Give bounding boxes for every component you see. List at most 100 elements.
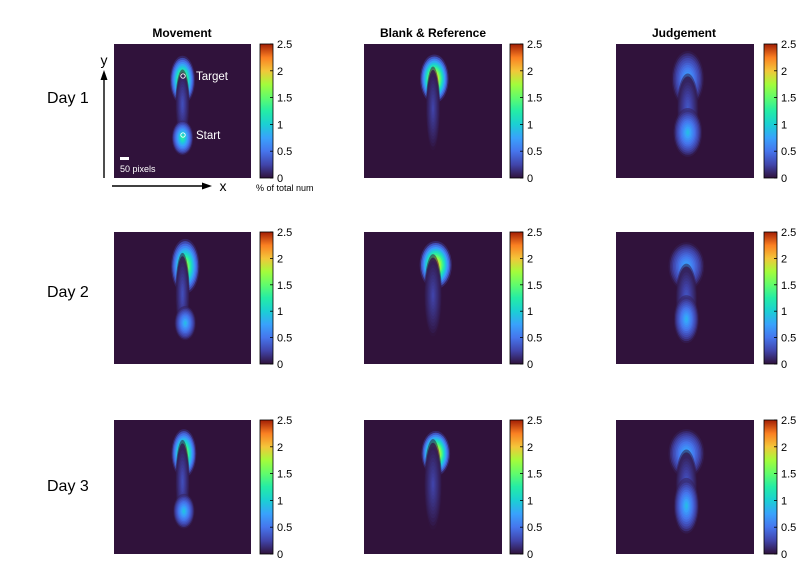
colorbar-tick-label: 0.5 [527, 522, 542, 534]
colorbar-tick-label: 0.5 [781, 146, 796, 158]
start-annotation: Start [196, 130, 221, 142]
colorbar-tick-label: 2 [781, 442, 787, 454]
density-level [686, 130, 689, 135]
colorbar-day-3-movement: 2.5 2 1.5 1 0.5 0 [259, 415, 292, 561]
colorbar-scale [763, 231, 778, 365]
colorbar-day-1-judgement: 2.5 2 1.5 1 0.5 0 [763, 39, 796, 185]
colorbar-tick-label: 1.5 [781, 280, 796, 292]
density-blob [171, 120, 194, 156]
colorbar-tick-label: 1.5 [277, 280, 292, 292]
scale-bar-label: 50 pixels [120, 164, 156, 174]
axis-arrows [100, 70, 212, 190]
colorbar-tick-label: 2.5 [781, 415, 796, 427]
density-blob [424, 254, 442, 337]
heatmap-panel-day-2-movement [114, 232, 251, 364]
heatmap-panel-day-3-blank-reference [364, 420, 502, 554]
colorbar-tick-label: 2 [781, 253, 787, 265]
colorbar-scale [509, 43, 524, 179]
density-blob [425, 66, 441, 151]
colorbar-scale [509, 419, 524, 555]
x-axis-label: x [220, 178, 227, 194]
colorbar-tick-label: 2.5 [781, 39, 796, 51]
colorbar-tick-label: 0.5 [527, 333, 542, 345]
colorbar-tick-label: 0 [527, 173, 533, 185]
density-level [432, 104, 434, 112]
colorbar-day-2-blank-reference: 2.5 2 1.5 1 0.5 0 [509, 227, 542, 371]
density-level [184, 321, 187, 325]
colorbar-tick-label: 2 [277, 442, 283, 454]
colorbar-tick-label: 0 [277, 359, 283, 371]
colorbar-tick-label: 2.5 [781, 227, 796, 239]
density-blob [673, 295, 699, 344]
density-level [181, 290, 184, 298]
colorbar-tick-label: 0 [277, 173, 283, 185]
colorbar-tick-label: 0 [781, 173, 787, 185]
colorbar-tick-label: 2.5 [527, 415, 542, 427]
target-marker [180, 73, 186, 79]
colorbar-tick-label: 2 [277, 253, 283, 265]
colorbar-day-2-judgement: 2.5 2 1.5 1 0.5 0 [763, 227, 796, 371]
colorbar-scale [763, 43, 778, 179]
colorbar-scale [259, 419, 274, 555]
density-level [182, 509, 185, 513]
heatmap-panel-day-2-blank-reference [364, 232, 502, 364]
colorbar-tick-label: 1 [527, 119, 533, 131]
density-level [432, 291, 434, 299]
colorbar-tick-label: 1 [781, 495, 787, 507]
colorbar-tick-label: 2.5 [527, 39, 542, 51]
density-blob [673, 108, 703, 157]
colorbar-day-2-movement: 2.5 2 1.5 1 0.5 0 [259, 227, 292, 371]
y-axis-label: y [101, 52, 108, 68]
colorbar-tick-label: 2 [527, 66, 533, 78]
colorbar-tick-label: 2.5 [277, 39, 292, 51]
density-blob [173, 493, 195, 529]
density-blob [174, 305, 196, 341]
colorbar-day-3-blank-reference: 2.5 2 1.5 1 0.5 0 [509, 415, 542, 561]
colorbar-tick-label: 0 [527, 549, 533, 561]
colorbar-tick-label: 0 [781, 359, 787, 371]
heatmap-panel-day-1-blank-reference [364, 44, 502, 178]
colorbar-tick-label: 2 [277, 66, 283, 78]
scale-bar [120, 157, 129, 160]
colorbar-tick-label: 0.5 [781, 522, 796, 534]
colorbar-tick-label: 0 [781, 549, 787, 561]
colorbar-tick-label: 0.5 [277, 522, 292, 534]
colorbar-label: % of total num [256, 183, 314, 193]
heatmap-panel-day-3-movement [114, 420, 251, 554]
density-blob [424, 439, 442, 530]
colorbar-day-1-movement: 2.5 2 1.5 1 0.5 0 [259, 39, 292, 185]
colorbar-scale [259, 43, 274, 179]
colorbar-tick-label: 1 [781, 306, 787, 318]
colorbar-day-3-judgement: 2.5 2 1.5 1 0.5 0 [763, 415, 796, 561]
target-annotation: Target [196, 71, 229, 83]
row-label-day-2: Day 2 [47, 284, 89, 301]
colorbar-tick-label: 1.5 [781, 469, 796, 481]
heatmap-panel-day-1-judgement [616, 44, 754, 178]
colorbar-tick-label: 1.5 [527, 469, 542, 481]
heatmap-panel-day-1-movement [114, 44, 251, 178]
colorbar-scale [259, 231, 274, 365]
colorbar-tick-label: 1 [277, 119, 283, 131]
colorbar-tick-label: 0.5 [277, 146, 292, 158]
density-level [432, 480, 434, 489]
colorbar-tick-label: 1.5 [277, 469, 292, 481]
colorbar-tick-label: 1.5 [527, 93, 542, 105]
colorbar-tick-label: 1.5 [527, 280, 542, 292]
colorbar-tick-label: 0 [277, 549, 283, 561]
colorbar-tick-label: 0 [527, 359, 533, 371]
colorbar-tick-label: 0.5 [527, 146, 542, 158]
colorbar-tick-label: 0.5 [781, 333, 796, 345]
colorbar-tick-label: 1 [781, 119, 787, 131]
column-title-judgement: Judgement [652, 26, 716, 40]
density-level [685, 503, 688, 509]
colorbar-tick-label: 1.5 [277, 93, 292, 105]
column-title-blank-reference: Blank & Reference [380, 26, 486, 40]
colorbar-scale [763, 419, 778, 555]
colorbar-tick-label: 2.5 [277, 227, 292, 239]
colorbar-tick-label: 1 [527, 495, 533, 507]
density-level [181, 101, 184, 108]
colorbar-tick-label: 2 [527, 253, 533, 265]
colorbar-day-1-blank-reference: 2.5 2 1.5 1 0.5 0 [509, 39, 542, 185]
row-label-day-1: Day 1 [47, 90, 89, 107]
